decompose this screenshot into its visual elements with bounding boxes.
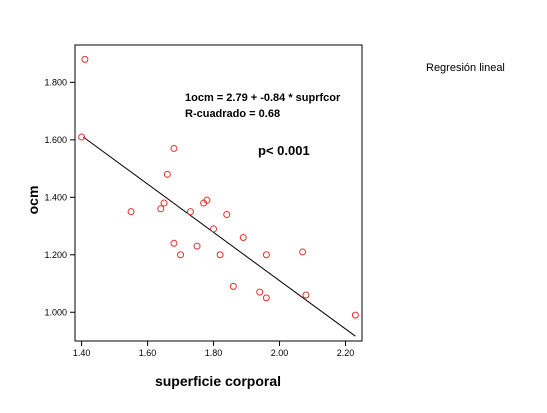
x-tick-label: 2.20 [337,348,355,358]
x-tick-label: 1.40 [73,348,91,358]
data-point [170,239,178,247]
data-point [229,282,237,290]
y-axis-ticks: 1.000 1.200 1.400 1.600 1.800 [44,77,75,317]
data-point [256,288,264,296]
x-tick-label: 2.00 [271,348,289,358]
data-point [351,311,359,319]
x-tick-label: 1.60 [139,348,157,358]
data-point [239,234,247,242]
data-point [163,170,171,178]
r-squared-label: R-cuadrado = 0.68 [185,108,280,120]
data-point [81,55,89,63]
y-tick-label: 1.200 [44,250,67,260]
y-axis-title: ocm [25,186,41,215]
y-tick-label: 1.800 [44,77,67,87]
x-axis-ticks: 1.40 1.60 1.80 2.00 2.20 [73,341,354,358]
y-tick-label: 1.000 [44,307,67,317]
data-point [127,208,135,216]
data-point [186,208,194,216]
data-point [200,199,208,207]
regression-equation: 1ocm = 2.79 + -0.84 * suprfcor [185,92,341,104]
data-point [223,211,231,219]
data-point [216,251,224,259]
x-axis-title: superficie corporal [155,373,281,389]
data-points [78,55,359,319]
legend-label: Regresión lineal [426,62,505,74]
data-point [262,251,270,259]
data-point [262,294,270,302]
data-point [193,242,201,250]
data-point [78,133,86,141]
data-point [157,205,165,213]
y-tick-label: 1.400 [44,192,67,202]
p-value-label: p< 0.001 [258,143,310,158]
data-point [177,251,185,259]
x-tick-label: 1.80 [205,348,223,358]
data-point [302,291,310,299]
y-tick-label: 1.600 [44,135,67,145]
regression-line [82,136,356,337]
plot-area [74,44,363,342]
data-point [160,199,168,207]
data-point [210,225,218,233]
data-point [299,248,307,256]
data-point [170,144,178,152]
